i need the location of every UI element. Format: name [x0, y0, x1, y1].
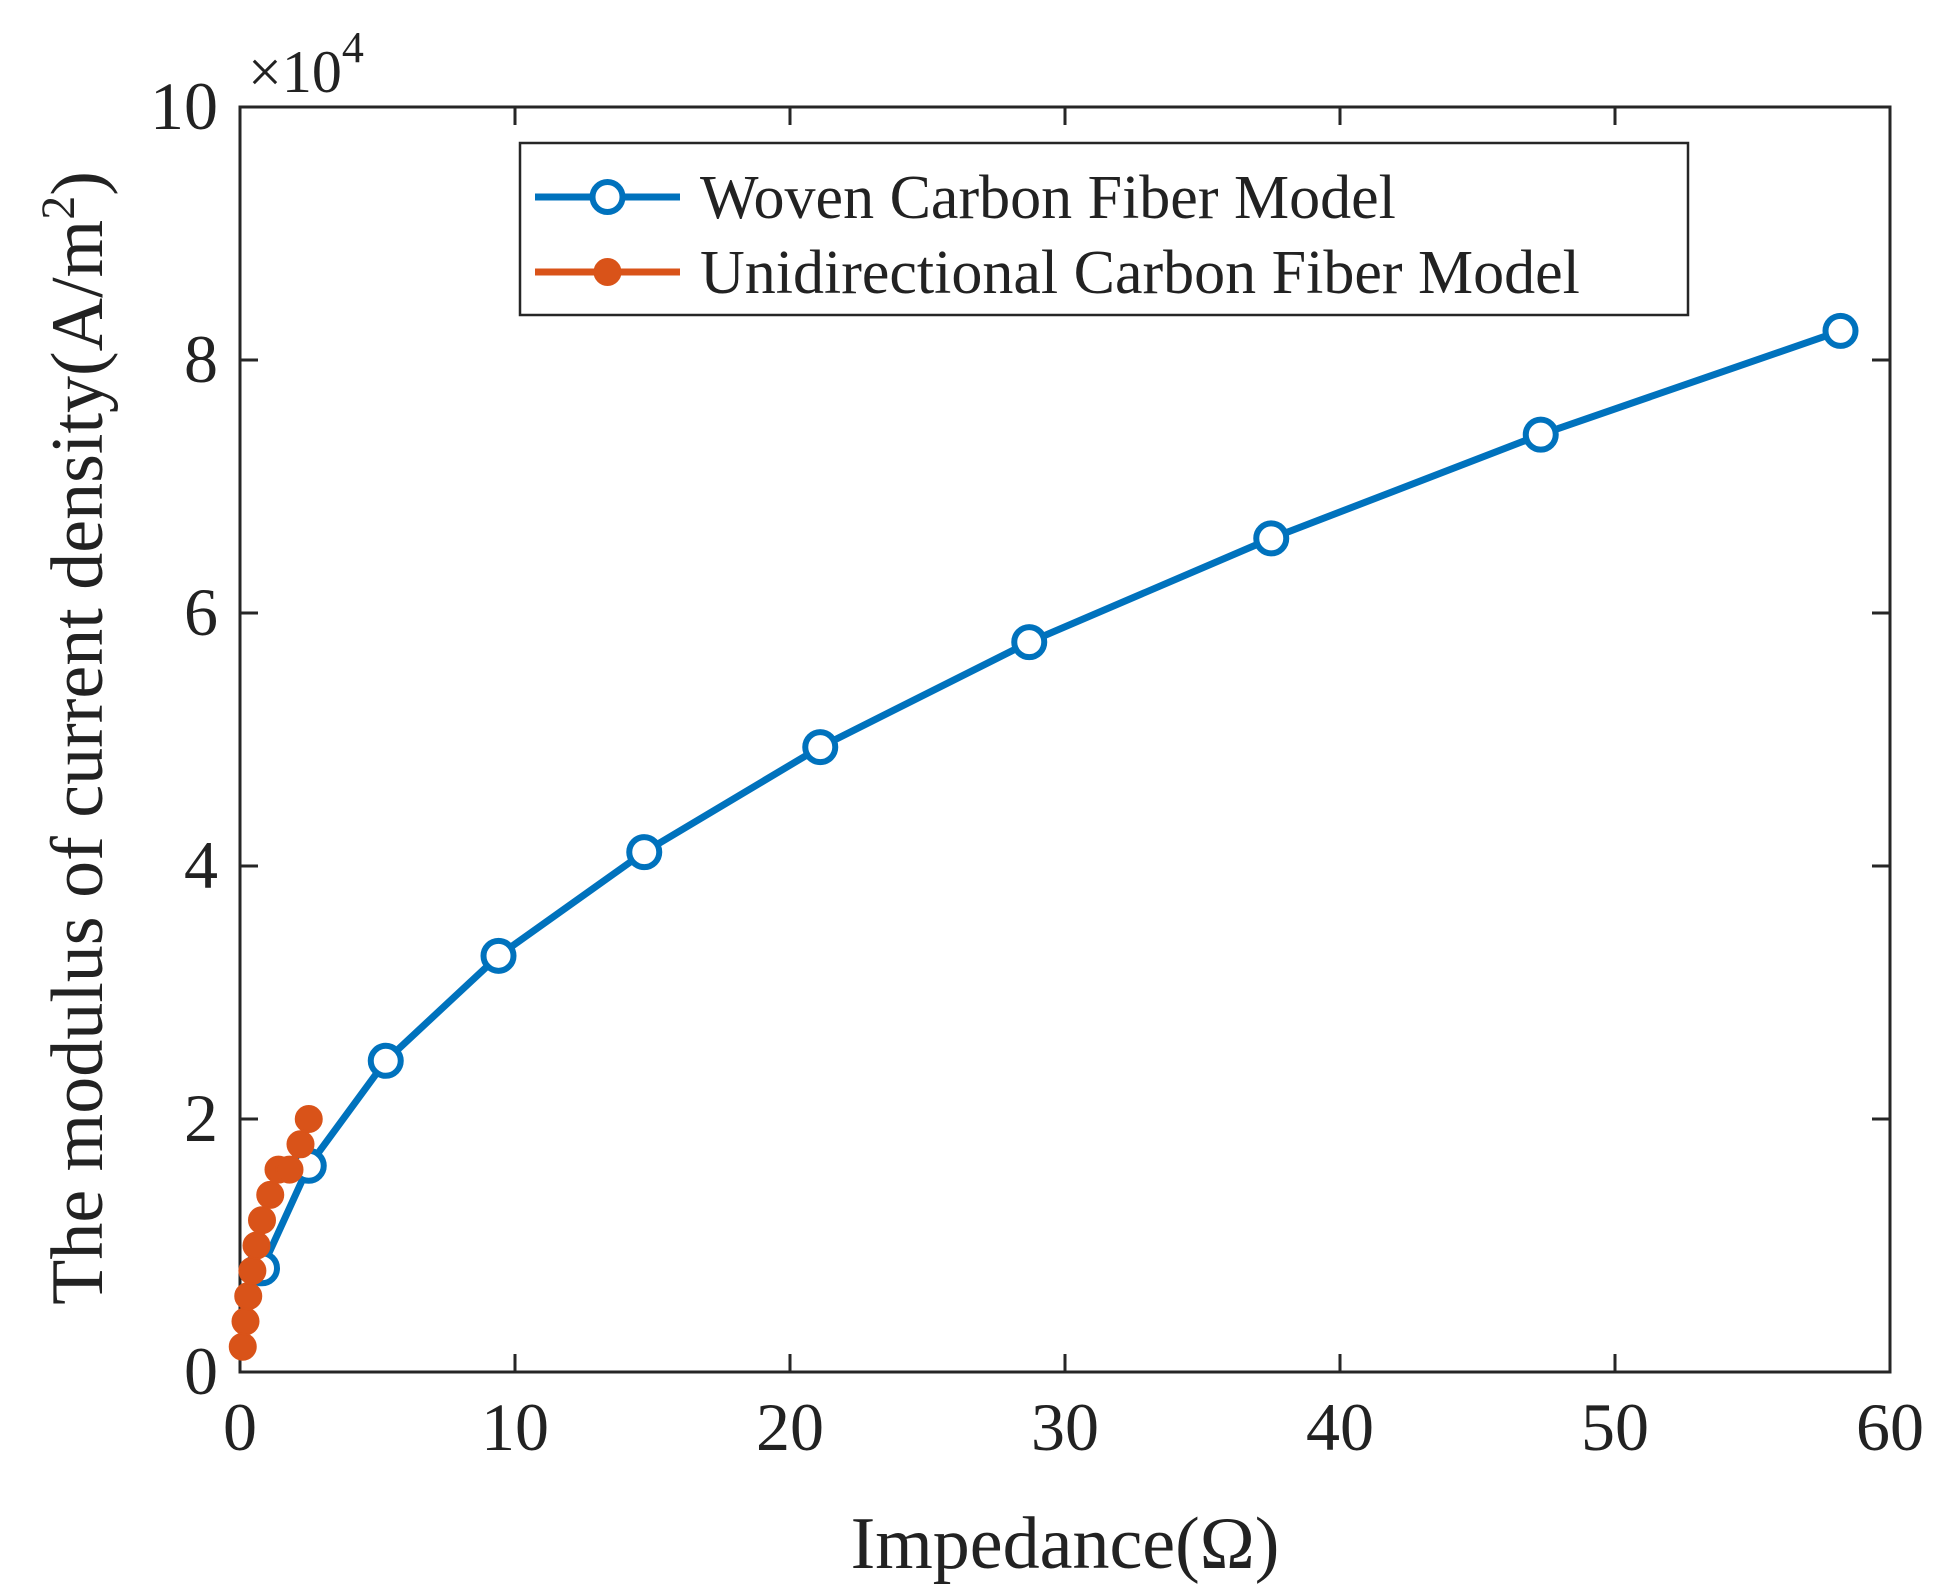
x-tick-label: 20 — [756, 1389, 824, 1465]
axis-ticks — [238, 105, 1892, 1374]
y-tick-labels: 0 2 4 6 8 10 — [150, 68, 218, 1409]
legend-label: Woven Carbon Fiber Model — [700, 164, 1396, 232]
legend-marker — [589, 179, 626, 215]
data-point — [248, 1206, 276, 1235]
data-point — [256, 1180, 285, 1209]
data-point — [367, 1042, 404, 1079]
data-point — [228, 1332, 257, 1361]
y-tick-label: 0 — [184, 1333, 218, 1409]
y-axis-title-close: ) — [37, 171, 119, 196]
legend-box — [518, 141, 1690, 317]
data-point — [238, 1256, 267, 1285]
y-axis-multiplier-prefix: ×10 — [248, 39, 342, 105]
y-axis-title: The modulus of current density(A/m2) — [32, 171, 119, 1305]
y-axis-multiplier: ×104 — [248, 23, 364, 105]
data-point — [294, 1105, 323, 1133]
y-axis-title-main: The modulus of current density(A/m — [37, 220, 119, 1305]
y-tick-label: 4 — [184, 827, 218, 903]
y-axis-title-superscript: 2 — [32, 196, 85, 220]
y-tick-label: 10 — [150, 68, 218, 144]
data-point — [231, 1307, 260, 1336]
data-point — [1011, 624, 1048, 661]
data-point — [802, 729, 839, 766]
x-tick-label: 0 — [223, 1389, 257, 1465]
x-axis-title: Impedance(Ω) — [851, 1503, 1280, 1585]
series-line — [258, 327, 1844, 1272]
y-tick-label: 2 — [184, 1080, 218, 1156]
y-axis-multiplier-exponent: 4 — [342, 23, 364, 72]
data-point — [286, 1130, 315, 1159]
series-1 — [244, 312, 1859, 1287]
data-point — [1522, 416, 1559, 453]
series-2 — [228, 1105, 323, 1361]
data-point — [1253, 520, 1290, 557]
x-tick-label: 50 — [1581, 1389, 1649, 1465]
legend-label: Unidirectional Carbon Fiber Model — [700, 239, 1580, 307]
series-layer — [228, 312, 1859, 1361]
data-point — [234, 1282, 263, 1311]
data-point — [1822, 312, 1859, 349]
y-tick-label: 8 — [184, 321, 218, 397]
legend-marker — [593, 258, 622, 286]
legend: Woven Carbon Fiber Model Unidirectional C… — [518, 141, 1690, 317]
legend-items: Woven Carbon Fiber Model Unidirectional C… — [535, 164, 1580, 307]
x-tick-label: 10 — [481, 1389, 549, 1465]
data-point — [626, 834, 663, 871]
x-tick-label: 30 — [1031, 1389, 1099, 1465]
legend-item-1: Woven Carbon Fiber Model — [535, 164, 1396, 232]
data-point — [480, 937, 517, 974]
x-tick-labels: 0 10 20 30 40 50 60 — [223, 1389, 1924, 1465]
data-point — [242, 1231, 271, 1260]
legend-item-2: Unidirectional Carbon Fiber Model — [535, 239, 1580, 307]
x-tick-label: 60 — [1856, 1389, 1924, 1465]
x-tick-label: 40 — [1306, 1389, 1374, 1465]
y-tick-label: 6 — [184, 574, 218, 650]
data-point — [275, 1155, 304, 1184]
